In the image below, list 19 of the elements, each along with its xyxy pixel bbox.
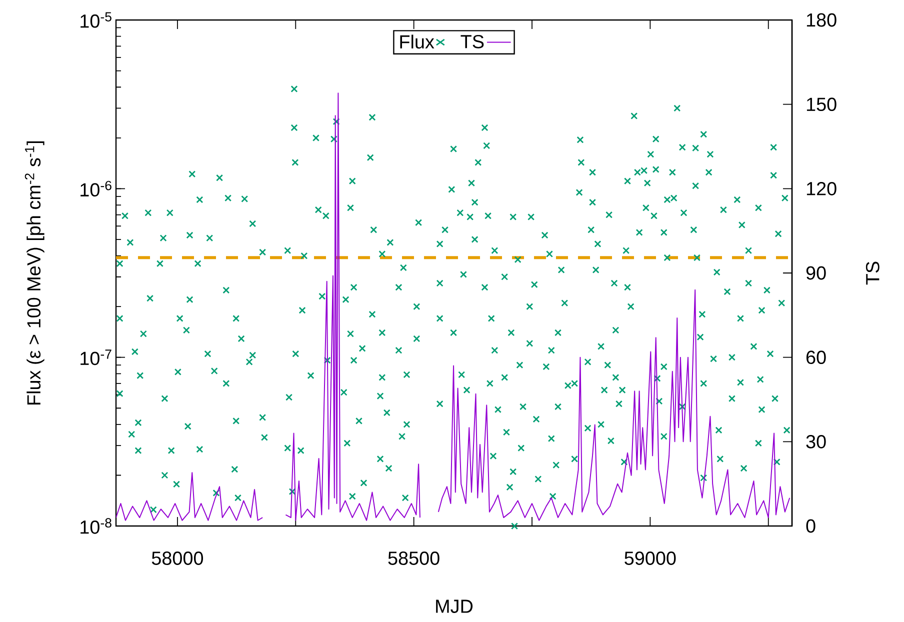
y2-tick-label: 150 [806,98,836,112]
y2-tick-label: 120 [806,182,836,196]
legend-label: TS [460,34,484,48]
y-tick-label: 10$^{-7}$ [80,350,112,366]
y2-tick-label: 60 [806,350,826,364]
x-axis-title: MJD [436,600,473,613]
y2-tick-label: 0 [806,519,816,533]
x-tick-label: 58500 [388,552,440,565]
y-tick-label: 10$^{-8}$ [80,518,112,534]
y-tick-label: 10$^{-5}$ [80,12,112,28]
y-axis-title: Flux (ε > 100 MeV) [ph cm$^{-2}$ s$^{-1}$] [24,141,44,404]
x-tick-label: 58000 [152,552,204,565]
y2-tick-label: 30 [806,434,826,448]
y2-axis-title: TS [866,262,880,285]
x-tick-label: 59000 [624,552,676,565]
y2-tick-label: 180 [806,13,836,27]
y2-tick-label: 90 [806,266,826,280]
legend-label: Flux [400,34,434,49]
y-tick-label: 10$^{-6}$ [80,180,112,197]
